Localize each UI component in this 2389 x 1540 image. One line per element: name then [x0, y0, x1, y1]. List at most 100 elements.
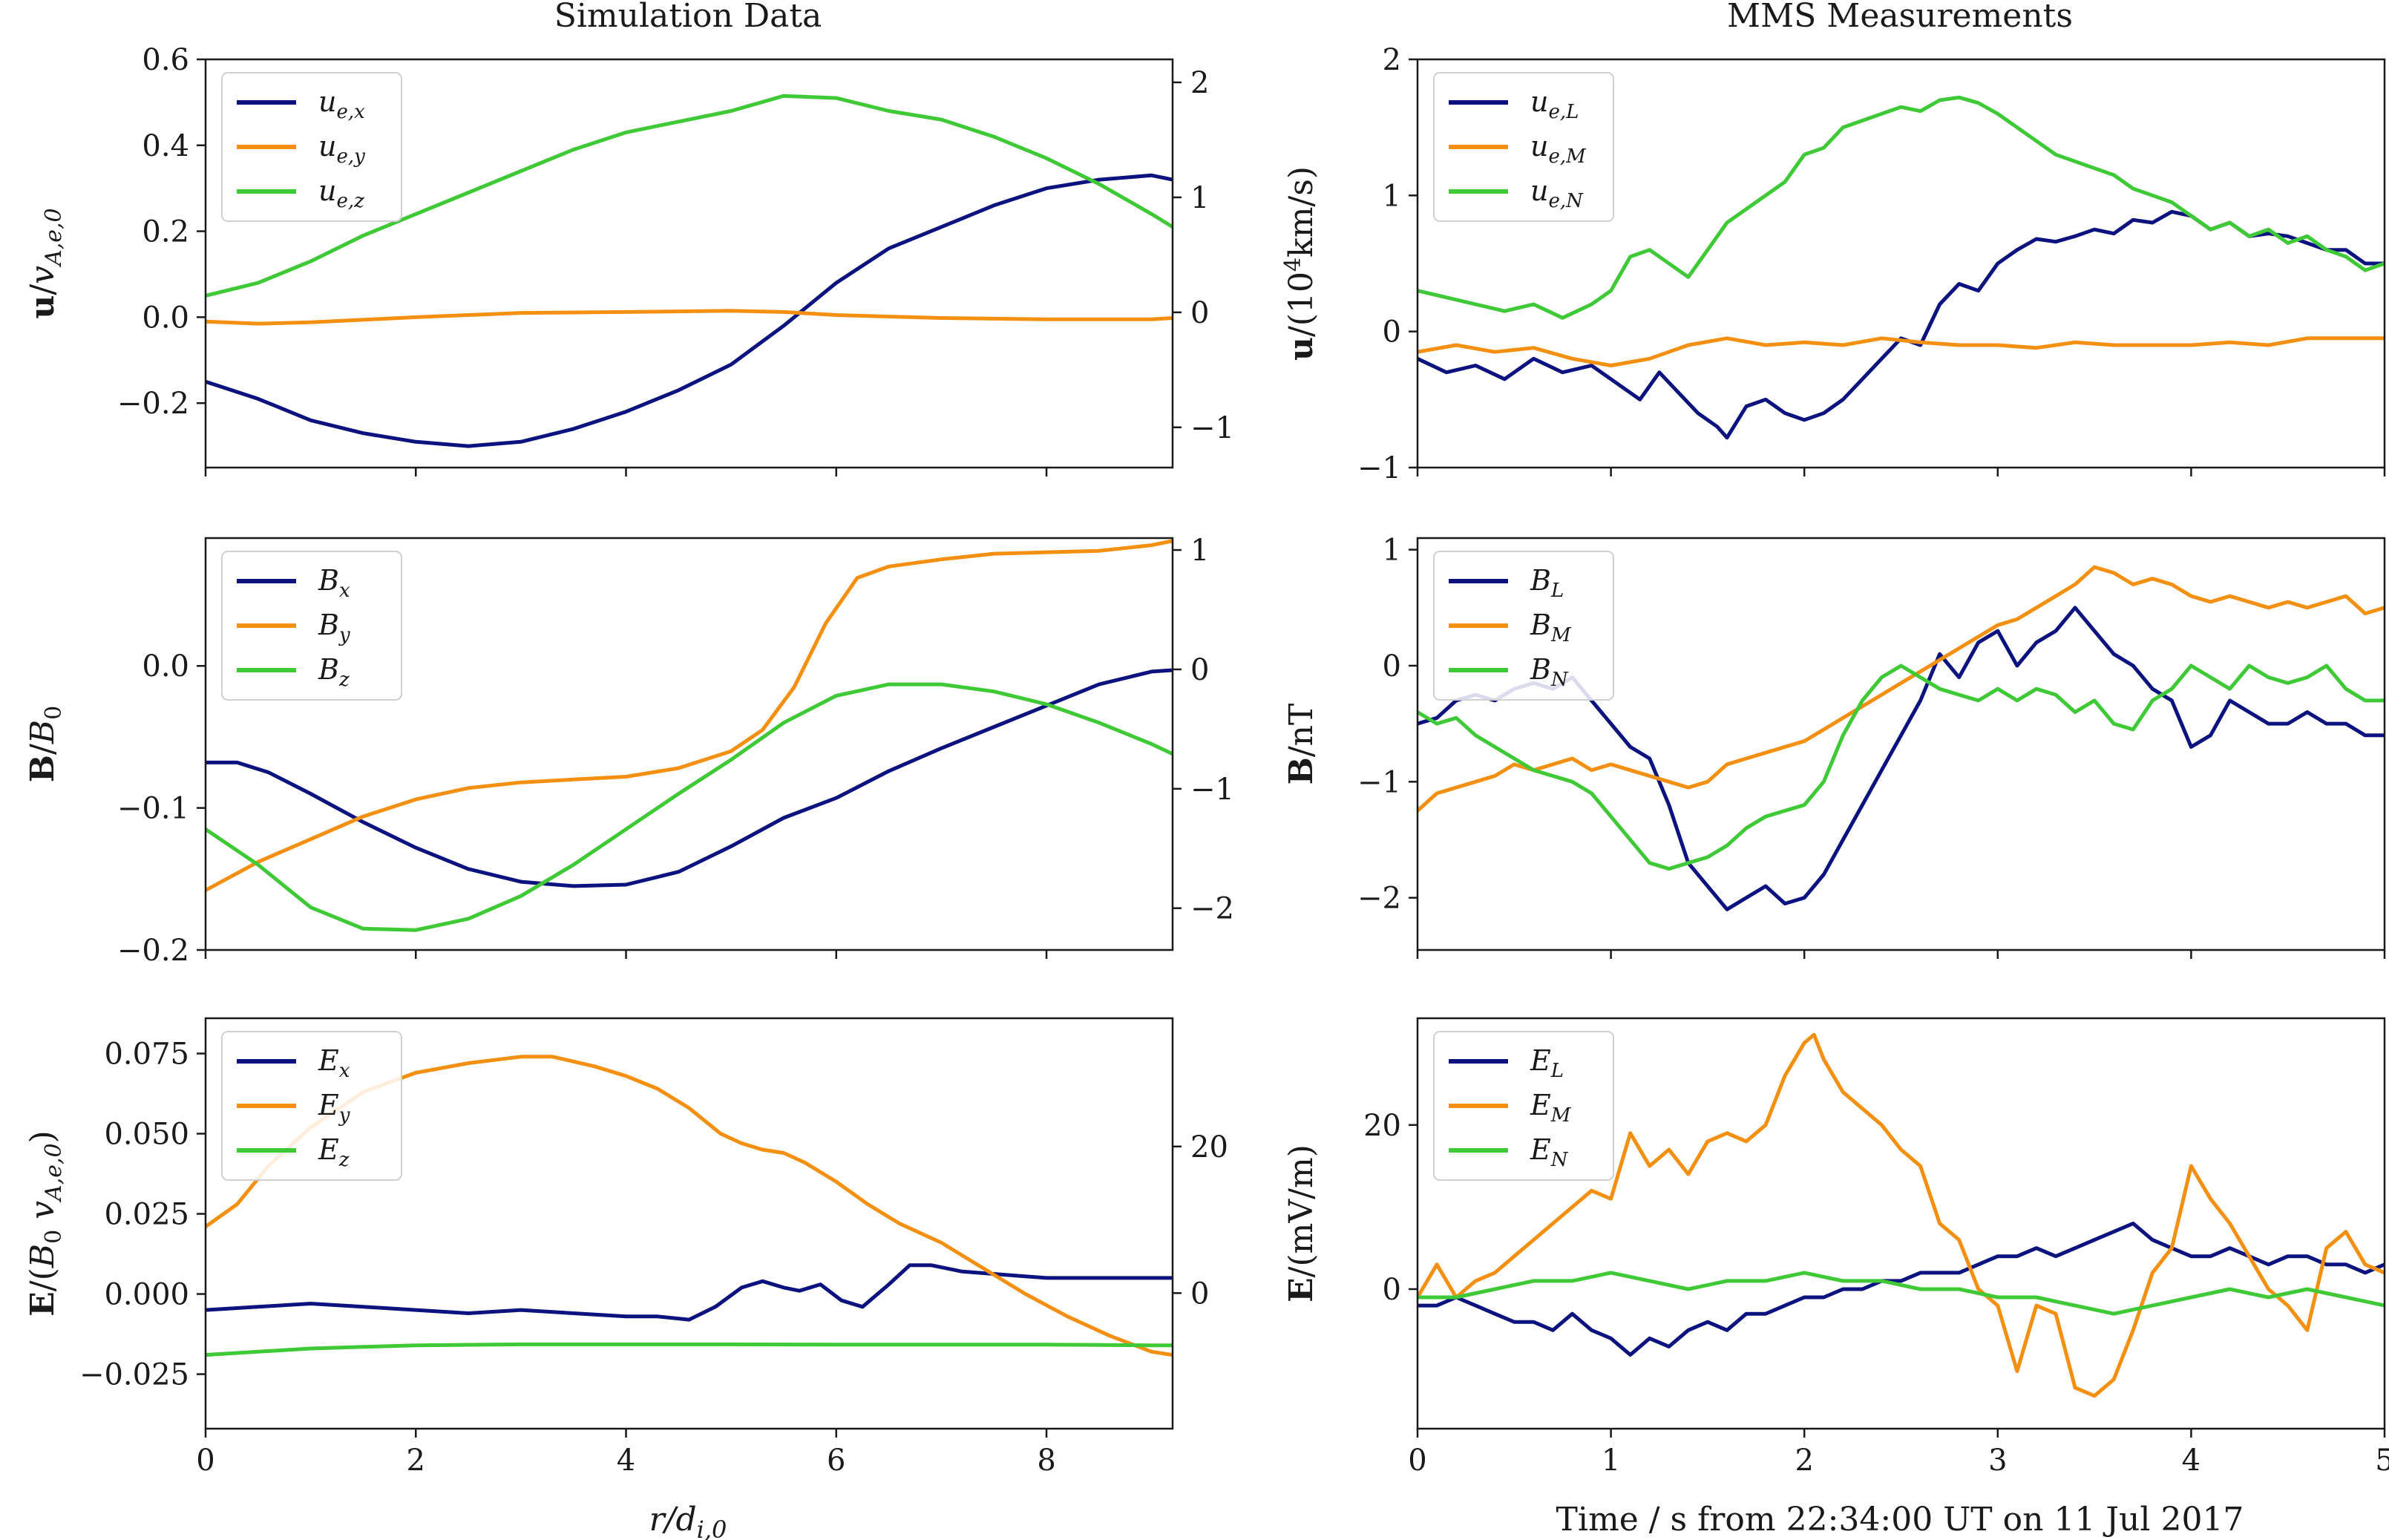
- chart-panel-sim-u: −0.2 0.0 0.2 0.4 0.6 −1 0 1 2 u/vA,e,0 ue,x ue,y ue,…: [24, 43, 1234, 476]
- y-tick-label-mms-e: 0: [1383, 1273, 1401, 1307]
- column-title-simulation: Simulation Data: [554, 0, 822, 35]
- y-tick-label-sim-b: −0.2: [117, 934, 189, 968]
- axes-frame-sim-b: [204, 537, 1174, 951]
- y2-tick-label-sim-b: 0: [1190, 653, 1209, 687]
- chart-panels: −0.2 0.0 0.2 0.4 0.6 −1 0 1 2 u/vA,e,0 ue,x ue,y ue,…: [24, 43, 2389, 1478]
- series-line-mms-b-2: [1418, 565, 2385, 813]
- chart-panel-sim-e: 0 2 4 6 8 −0.025 0.000 0.025 0.050 0.075 0 20 E/(B0 …: [24, 1017, 1228, 1478]
- y-tick-label-sim-e: 0.050: [104, 1118, 189, 1152]
- axes-frame-mms-u: [1416, 58, 2386, 469]
- series-line-mms-u-3: [1418, 95, 2385, 320]
- series-line-sim-b-3: [206, 682, 1173, 932]
- legend-box-sim-b: [221, 551, 402, 701]
- y-tick-label-sim-u: −0.2: [117, 387, 189, 421]
- series-line-mms-e-3: [1418, 1271, 2385, 1316]
- column-title-mms: MMS Measurements: [1727, 0, 2073, 35]
- chart-panel-mms-e: 0 1 2 3 4 5 0 20 E/(mV/m) EL EM EN: [1282, 1017, 2389, 1478]
- legend-label-mms-u: ue,L: [1530, 85, 1579, 123]
- x-tick-label-sim-e: 4: [617, 1444, 635, 1478]
- y2-tick-label-sim-b: 1: [1190, 534, 1209, 568]
- y-tick-label-mms-e: 20: [1363, 1109, 1401, 1143]
- x-tick-label-sim-e: 2: [407, 1444, 425, 1478]
- x-tick-label-mms-e: 4: [2182, 1444, 2200, 1478]
- series-line-sim-u-1: [206, 173, 1173, 448]
- legend-label-sim-b: By: [318, 609, 350, 646]
- y2-tick-label-sim-e: 0: [1190, 1277, 1209, 1311]
- series-line-sim-e-1: [206, 1263, 1173, 1322]
- y-tick-label-mms-b: 1: [1383, 534, 1401, 568]
- legend-label-mms-e: EM: [1530, 1089, 1572, 1127]
- series-line-mms-e-2: [1418, 1032, 2385, 1398]
- x-tick-label-mms-e: 5: [2375, 1444, 2389, 1478]
- y-tick-label-mms-u: −1: [1357, 451, 1401, 485]
- legend-box-sim-e: [221, 1031, 402, 1181]
- legend-label-sim-u: ue,y: [318, 130, 365, 168]
- legend-box-sim-u: [221, 72, 402, 222]
- legend-label-sim-u: ue,x: [318, 85, 365, 123]
- x-tick-label-mms-e: 0: [1408, 1444, 1426, 1478]
- legend-label-mms-e: EL: [1530, 1044, 1564, 1082]
- y-tick-label-sim-e: 0.000: [104, 1278, 189, 1312]
- y2-tick-label-sim-u: 1: [1190, 181, 1209, 215]
- series-line-sim-b-1: [206, 668, 1173, 888]
- series-line-sim-u-2: [206, 309, 1173, 326]
- legend-label-mms-u: ue,N: [1530, 174, 1584, 212]
- y2-tick-label-sim-b: −1: [1190, 773, 1234, 807]
- legend-label-sim-b: Bz: [318, 653, 350, 691]
- y-tick-label-mms-u: 1: [1383, 179, 1401, 213]
- y2-tick-label-sim-e: 20: [1190, 1130, 1228, 1164]
- x-tick-label-sim-e: 8: [1037, 1444, 1055, 1478]
- axes-frame-sim-e: [204, 1017, 1174, 1430]
- legend-label-mms-b: BM: [1530, 609, 1572, 646]
- x-tick-label-sim-e: 0: [196, 1444, 214, 1478]
- y-tick-label-sim-e: 0.075: [104, 1038, 189, 1072]
- series-line-mms-e-1: [1418, 1222, 2385, 1357]
- y-tick-label-sim-u: 0.6: [142, 43, 189, 77]
- y2-tick-label-sim-u: −1: [1190, 411, 1234, 445]
- y-axis-label-mms-u: u/(104km/s): [1280, 166, 1320, 361]
- legend-label-sim-b: Bx: [318, 564, 350, 602]
- x-tick-label-sim-e: 6: [827, 1444, 845, 1478]
- legend-label-mms-b: BL: [1530, 564, 1564, 602]
- legend-label-sim-e: Ey: [318, 1089, 350, 1127]
- y-axis-label-sim-u: u/vA,e,0: [24, 208, 67, 318]
- y-tick-label-sim-b: −0.1: [117, 792, 189, 826]
- x-tick-label-mms-e: 2: [1795, 1444, 1813, 1478]
- legend-box-mms-b: [1433, 551, 1614, 701]
- y-axis-label-sim-e: E/(B0 vA,e,0): [24, 1130, 67, 1317]
- series-line-sim-e-3: [206, 1342, 1173, 1357]
- y-axis-label-mms-b: B/nT: [1282, 704, 1320, 785]
- y2-tick-label-sim-b: −2: [1190, 892, 1234, 926]
- legend-label-mms-u: ue,M: [1530, 130, 1587, 168]
- legend-label-sim-e: Ez: [318, 1133, 350, 1171]
- y-axis-label-sim-b: B/B0: [24, 706, 67, 782]
- y-tick-label-sim-b: 0.0: [142, 649, 189, 684]
- y-tick-label-mms-u: 2: [1383, 43, 1401, 77]
- legend-label-sim-u: ue,z: [318, 174, 364, 212]
- chart-panel-sim-b: −0.2 −0.1 0.0 −2 −1 0 1 B/B0 Bx By Bz: [24, 534, 1234, 968]
- x-tick-label-mms-e: 3: [1988, 1444, 2007, 1478]
- chart-panel-mms-b: −2 −1 0 1 B/nT BL BM BN: [1282, 534, 2386, 959]
- y-tick-label-sim-u: 0.0: [142, 301, 189, 335]
- y-tick-label-mms-b: 0: [1383, 649, 1401, 684]
- y-tick-label-sim-u: 0.2: [142, 215, 189, 249]
- axes-frame-mms-b: [1416, 537, 2386, 951]
- series-line-sim-u-3: [206, 94, 1173, 298]
- x-tick-label-mms-e: 1: [1602, 1444, 1620, 1478]
- series-line-sim-b-2: [206, 539, 1173, 893]
- series-line-mms-u-2: [1418, 336, 2385, 367]
- axes-frame-sim-u: [204, 58, 1174, 469]
- y-tick-label-sim-e: −0.025: [79, 1358, 189, 1392]
- y-tick-label-mms-u: 0: [1383, 315, 1401, 350]
- y-tick-label-mms-b: −1: [1357, 765, 1401, 799]
- y2-tick-label-sim-u: 0: [1190, 296, 1209, 330]
- y2-tick-label-sim-u: 2: [1190, 66, 1209, 100]
- legend-label-mms-e: EN: [1530, 1133, 1569, 1171]
- y-tick-label-mms-b: −2: [1357, 882, 1401, 916]
- x-axis-label-mms: Time / s from 22:34:00 UT on 11 Jul 2017: [1556, 1501, 2244, 1539]
- axes-frame-mms-e: [1416, 1017, 2386, 1430]
- legend-label-mms-b: BN: [1530, 653, 1569, 691]
- legend-label-sim-e: Ex: [318, 1044, 350, 1082]
